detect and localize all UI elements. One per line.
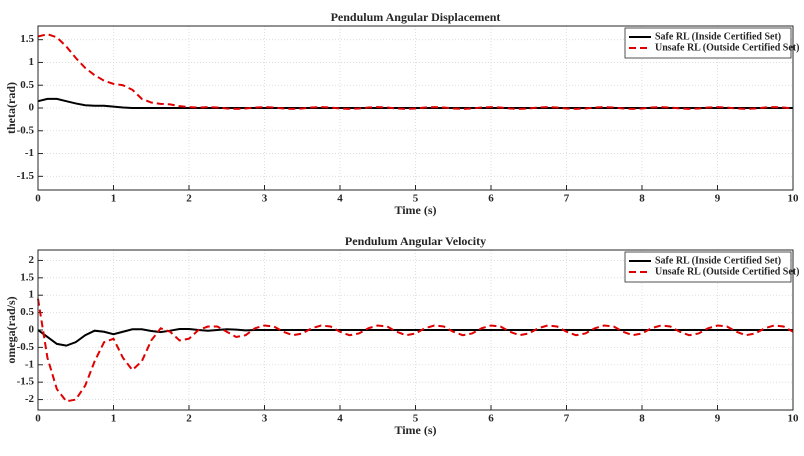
y-tick-label: -1: [25, 147, 34, 159]
x-tick-label: 2: [186, 193, 192, 205]
x-tick-label: 4: [337, 413, 343, 425]
y-tick-label: 0.5: [20, 306, 34, 318]
y-tick-label: 1.5: [20, 271, 34, 283]
legend-label: Unsafe RL (Outside Certified Set): [655, 42, 799, 53]
y-tick-label: 1.5: [20, 33, 34, 45]
x-tick-label: 8: [639, 413, 645, 425]
legend: Safe RL (Inside Certified Set)Unsafe RL …: [624, 27, 799, 59]
y-tick-label: 1: [29, 56, 35, 68]
x-tick-label: 5: [413, 193, 419, 205]
data-line: [37, 33, 794, 110]
y-tick-label: -1.5: [17, 376, 35, 388]
y-tick-label: 0: [29, 324, 35, 336]
y-tick-label: 0: [29, 102, 35, 114]
y-tick-label: -2: [25, 393, 35, 405]
x-axis-label: Time (s): [394, 423, 436, 437]
x-tick-label: 1: [111, 193, 117, 205]
y-tick-label: 1: [29, 289, 35, 301]
data-line: [37, 327, 793, 347]
legend-box: [624, 251, 792, 283]
chart-title: Pendulum Angular Velocity: [345, 234, 486, 248]
y-tick-label: -1.5: [17, 170, 35, 182]
x-tick-label: 7: [564, 413, 570, 425]
x-tick-label: 3: [262, 193, 268, 205]
axes-frame: [37, 25, 794, 191]
data-line: [37, 298, 794, 403]
x-axis-label: Time (s): [394, 203, 436, 217]
legend: Safe RL (Inside Certified Set)Unsafe RL …: [624, 251, 799, 283]
chart-title: Pendulum Angular Displacement: [331, 10, 501, 24]
x-tick-label: 10: [788, 413, 800, 425]
legend-box: [624, 27, 792, 59]
x-tick-label: 7: [564, 193, 570, 205]
y-tick-label: 2: [29, 254, 35, 266]
x-tick-label: 4: [337, 193, 343, 205]
legend-label: Safe RL (Inside Certified Set): [655, 255, 781, 266]
x-tick-label: 6: [488, 193, 494, 205]
x-tick-label: 2: [186, 413, 192, 425]
y-axis-label: theta(rad): [4, 82, 18, 134]
axes-frame: [37, 249, 794, 411]
y-tick-label: -0.5: [17, 124, 35, 136]
y-axis-label: omega(rad/s): [4, 296, 18, 363]
legend-label: Unsafe RL (Outside Certified Set): [655, 266, 799, 277]
x-tick-label: 5: [413, 413, 419, 425]
x-tick-label: 0: [35, 193, 41, 205]
x-tick-label: 9: [715, 193, 721, 205]
legend-label: Safe RL (Inside Certified Set): [655, 31, 781, 42]
y-tick-label: 0.5: [20, 79, 34, 91]
x-tick-label: 9: [715, 413, 721, 425]
y-tick-label: -1: [25, 358, 34, 370]
x-tick-label: 0: [35, 413, 41, 425]
x-tick-label: 8: [639, 193, 645, 205]
x-tick-label: 3: [262, 413, 268, 425]
x-tick-label: 6: [488, 413, 494, 425]
y-tick-label: -0.5: [17, 341, 35, 353]
x-tick-label: 10: [788, 193, 800, 205]
x-tick-label: 1: [111, 413, 117, 425]
